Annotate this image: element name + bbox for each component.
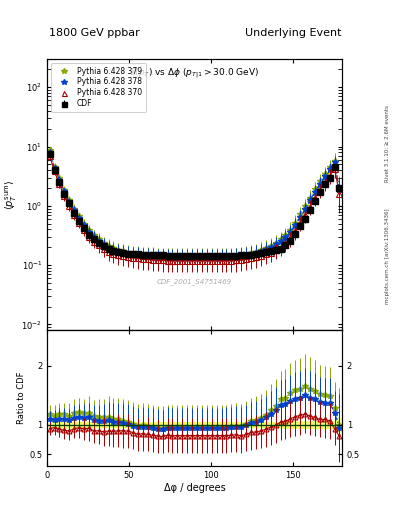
Pythia 6.428 378 [47,148,52,155]
Line: Pythia 6.428 379: Pythia 6.428 379 [46,146,343,260]
Pythia 6.428 378 [131,251,136,258]
Pythia 6.428 378 [96,238,101,244]
Pythia 6.428 379 [337,185,342,191]
Pythia 6.428 370 [131,254,136,261]
Y-axis label: Ratio to CDF: Ratio to CDF [17,372,26,424]
Line: Pythia 6.428 378: Pythia 6.428 378 [46,148,343,261]
Pythia 6.428 378 [234,253,239,260]
Pythia 6.428 379 [141,252,145,258]
Pythia 6.428 370 [234,258,239,264]
Pythia 6.428 370 [141,256,145,262]
Pythia 6.428 379 [234,253,239,259]
Text: CDF_2001_S4751469: CDF_2001_S4751469 [157,278,232,285]
Pythia 6.428 379 [47,147,52,153]
Text: Underlying Event: Underlying Event [245,28,342,38]
Pythia 6.428 370 [47,153,52,159]
Line: Pythia 6.428 370: Pythia 6.428 370 [47,153,342,264]
Pythia 6.428 379 [121,248,126,254]
Pythia 6.428 370 [170,258,175,264]
Legend: Pythia 6.428 379, Pythia 6.428 378, Pythia 6.428 370, CDF: Pythia 6.428 379, Pythia 6.428 378, Pyth… [51,62,146,112]
Pythia 6.428 379 [131,250,136,257]
Pythia 6.428 370 [337,190,342,197]
X-axis label: Δφ / degrees: Δφ / degrees [163,482,226,493]
Y-axis label: $\langle p_T^\mathrm{sum} \rangle$: $\langle p_T^\mathrm{sum} \rangle$ [3,179,19,210]
Pythia 6.428 378 [121,249,126,255]
Pythia 6.428 378 [145,253,150,259]
Pythia 6.428 379 [170,254,175,260]
Pythia 6.428 378 [141,252,145,259]
Text: 1800 GeV ppbar: 1800 GeV ppbar [49,28,140,38]
Pythia 6.428 379 [96,237,101,243]
Pythia 6.428 370 [96,242,101,248]
Pythia 6.428 370 [145,257,150,263]
Pythia 6.428 378 [170,254,175,260]
Text: mcplots.cern.ch [arXiv:1306.3436]: mcplots.cern.ch [arXiv:1306.3436] [385,208,389,304]
Text: Rivet 3.1.10; ≥ 2.6M events: Rivet 3.1.10; ≥ 2.6M events [385,105,389,182]
Pythia 6.428 379 [145,252,150,259]
Pythia 6.428 370 [121,253,126,259]
Text: $\Sigma(p_T)\ \mathrm{vs}\ \Delta\phi\ (p_{T|1} > 30.0\ \mathrm{GeV})$: $\Sigma(p_T)\ \mathrm{vs}\ \Delta\phi\ (… [129,67,260,81]
Pythia 6.428 378 [337,186,342,193]
